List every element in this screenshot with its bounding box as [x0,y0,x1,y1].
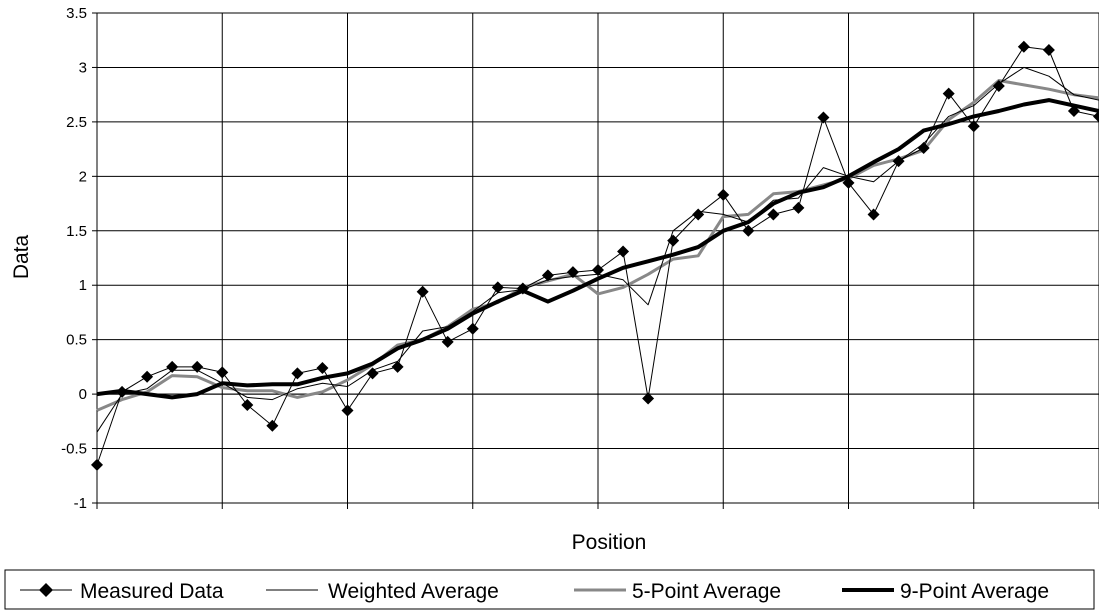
legend-item-9-point-average: 9-Point Average [842,580,1049,603]
data-point-measured-data [617,245,630,258]
y-tick-label: 3 [79,59,87,76]
data-point-measured-data [867,208,880,221]
y-tick-label: -0.5 [61,441,87,458]
y-tick-labels: -1 -0.5 0 0.5 1 1.5 2 2.5 3 3.5 [61,5,87,512]
y-axis-title: Data [10,235,33,280]
legend-label-weighted: Weighted Average [328,580,499,603]
data-point-measured-data [466,322,479,335]
data-point-measured-data [842,176,855,189]
data-point-measured-data [817,111,830,124]
legend-item-5-point-average: 5-Point Average [574,580,781,603]
data-point-measured-data [316,361,329,374]
data-point-measured-data [667,234,680,247]
diamond-marker-icon [39,583,53,597]
y-tick-label: 0 [79,386,87,403]
data-point-measured-data [416,285,429,298]
data-point-measured-data [116,385,129,398]
data-point-measured-data [266,419,279,432]
y-tick-label: 2.5 [66,114,87,131]
legend: Measured Data Weighted Average 5-Point A… [4,569,1095,610]
legend-label-5pt: 5-Point Average [632,580,781,603]
data-point-measured-data [642,392,655,405]
axes [92,12,1099,509]
data-point-measured-data [692,208,705,221]
data-point-measured-data [391,360,404,373]
data-point-measured-data [191,360,204,373]
data-point-measured-data [366,367,379,380]
data-point-measured-data [942,87,955,100]
y-tick-label: 2 [79,168,87,185]
data-point-measured-data [541,269,554,282]
data-point-measured-data [767,208,780,221]
data-point-measured-data [917,142,930,155]
data-point-measured-data [592,263,604,276]
data-point-measured-data [216,366,229,379]
y-tick-label: 0.5 [66,332,87,349]
data-point-measured-data [992,79,1005,92]
data-point-measured-data [717,188,730,201]
data-series [91,40,1099,471]
data-point-measured-data [141,370,154,383]
y-tick-label: -1 [74,495,87,512]
data-point-measured-data [241,399,254,411]
data-point-measured-data [341,404,354,417]
data-point-measured-data [892,155,905,168]
series-line-9-point-average [96,98,1099,400]
data-point-measured-data [566,266,579,279]
data-point-measured-data [491,281,504,294]
data-point-measured-data [91,458,103,471]
y-tick-label: 3.5 [66,5,87,22]
data-point-measured-data [291,367,304,380]
data-point-measured-data [1017,40,1030,53]
legend-item-weighted-average: Weighted Average [266,580,499,603]
y-tick-label: 1 [79,277,87,294]
legend-item-measured-data: Measured Data [20,580,224,603]
data-point-measured-data [1067,105,1080,117]
data-point-measured-data [967,120,980,133]
data-point-measured-data [1093,110,1099,123]
legend-box [4,569,1095,610]
series-line-5-point-average [96,79,1099,412]
data-point-measured-data [516,282,529,295]
data-point-measured-data [742,224,755,237]
x-axis-title: Position [572,531,647,554]
data-point-measured-data [166,360,179,373]
legend-label-measured: Measured Data [80,580,224,603]
legend-label-9pt: 9-Point Average [900,580,1049,603]
data-point-measured-data [1042,44,1055,57]
data-point-measured-data [792,201,805,214]
data-point-measured-data [441,335,454,348]
y-tick-label: 1.5 [66,223,87,240]
